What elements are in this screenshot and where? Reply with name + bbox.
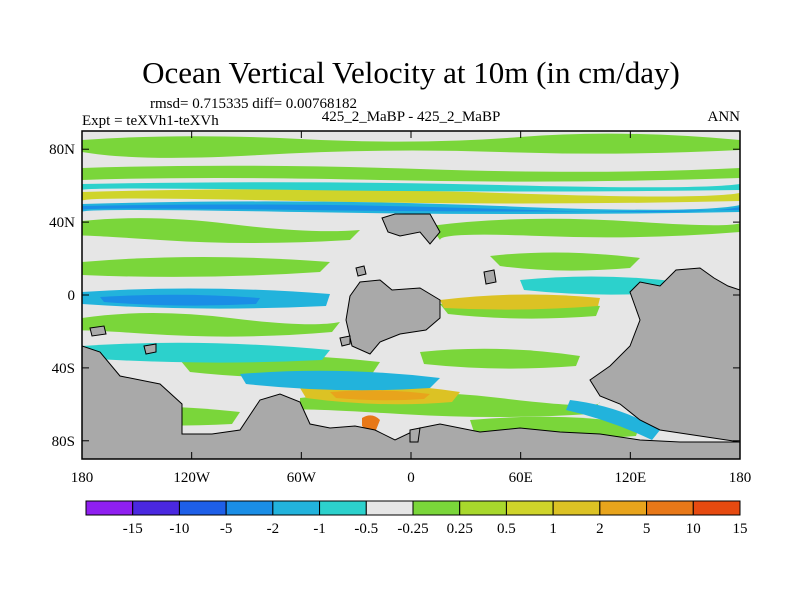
small-island-3 bbox=[143, 343, 157, 355]
colorbar-swatch bbox=[692, 500, 741, 516]
central-continent bbox=[345, 279, 441, 355]
stats-line: rmsd= 0.715335 diff= 0.00768182 bbox=[150, 96, 357, 112]
colorbar-label: -5 bbox=[220, 521, 233, 537]
y-tick-label: 80N bbox=[49, 142, 75, 158]
land-masses bbox=[82, 213, 740, 459]
colorbar-swatch bbox=[132, 500, 180, 516]
x-tick-label: 60W bbox=[287, 470, 317, 486]
colorbar-swatch bbox=[272, 500, 321, 516]
experiment-label: Expt = teXVh1-teXVh bbox=[82, 113, 219, 129]
y-tick-label: 0 bbox=[68, 288, 76, 304]
yellow-band-equator bbox=[440, 294, 600, 310]
y-tick-label: 40N bbox=[49, 215, 75, 231]
colorbar: -15 -10 -5 -2 -1 -0.5 -0.25 0.25 0.5 1 2 5 10 15 bbox=[85, 500, 748, 537]
colorbar-swatch bbox=[319, 500, 367, 516]
colorbar-label: -15 bbox=[123, 521, 143, 537]
deep-blue-band-north bbox=[82, 204, 740, 213]
orange-patch-pole bbox=[362, 415, 380, 431]
colorbar-swatch bbox=[85, 500, 134, 516]
case-label: 425_2_MaBP - 425_2_MaBP bbox=[322, 109, 501, 125]
small-island-4 bbox=[339, 335, 351, 347]
x-tick-label: 120W bbox=[173, 470, 211, 486]
colorbar-label: -0.5 bbox=[354, 521, 378, 537]
colorbar-swatch bbox=[552, 500, 601, 516]
y-axis: 80N 40N 0 40S 80S bbox=[49, 142, 740, 450]
northern-landmass bbox=[381, 213, 441, 245]
colorbar-swatch bbox=[178, 500, 227, 516]
small-island-1 bbox=[483, 269, 497, 285]
map-field bbox=[82, 131, 740, 459]
colorbar-swatch bbox=[365, 500, 414, 516]
orange-patch-south bbox=[330, 390, 430, 401]
colorbar-label: 0.25 bbox=[447, 521, 473, 537]
small-island-5 bbox=[355, 265, 367, 277]
antarctica bbox=[82, 345, 740, 459]
x-tick-label: 180 bbox=[71, 470, 94, 486]
colorbar-label: 15 bbox=[733, 521, 748, 537]
colorbar-swatch bbox=[225, 500, 274, 516]
colorbar-swatch bbox=[412, 500, 461, 516]
colorbar-swatch bbox=[599, 500, 648, 516]
colorbar-label: 5 bbox=[643, 521, 651, 537]
colorbar-label: 0.5 bbox=[497, 521, 516, 537]
cyan-band-north bbox=[82, 182, 740, 192]
small-island-6 bbox=[409, 427, 421, 443]
x-tick-label: 180 bbox=[729, 470, 752, 486]
blue-band-southeast bbox=[566, 400, 660, 440]
colorbar-label: -0.25 bbox=[397, 521, 428, 537]
colorbar-swatch bbox=[505, 500, 554, 516]
x-tick-label: 60E bbox=[509, 470, 533, 486]
colorbar-swatch bbox=[459, 500, 507, 516]
y-tick-label: 80S bbox=[52, 434, 75, 450]
season-label: ANN bbox=[708, 109, 741, 125]
eastern-continent bbox=[589, 267, 740, 443]
yellow-band-north bbox=[82, 189, 740, 204]
colorbar-label: -10 bbox=[169, 521, 189, 537]
x-tick-label: 120E bbox=[614, 470, 646, 486]
deep-blue-band-equator bbox=[100, 294, 260, 306]
colorbar-label: 2 bbox=[596, 521, 604, 537]
colorbar-label: 1 bbox=[549, 521, 557, 537]
small-island-2 bbox=[89, 325, 107, 337]
x-axis: 180 120W 60W 0 60E 120E 180 bbox=[71, 131, 752, 486]
y-tick-label: 40S bbox=[52, 361, 75, 377]
x-tick-label: 0 bbox=[407, 470, 415, 486]
chart-title: Ocean Vertical Velocity at 10m (in cm/da… bbox=[142, 55, 680, 90]
colorbar-label: -1 bbox=[313, 521, 326, 537]
colorbar-swatch bbox=[646, 500, 694, 516]
blue-band-south bbox=[240, 370, 440, 391]
colorbar-label: -2 bbox=[267, 521, 280, 537]
colorbar-label: 10 bbox=[686, 521, 701, 537]
